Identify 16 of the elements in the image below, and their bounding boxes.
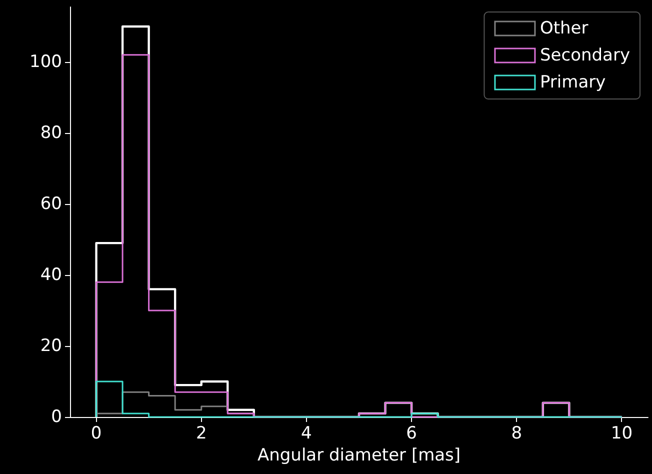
- x-tick-label: 8: [511, 424, 522, 444]
- y-tick-label: 60: [40, 194, 62, 214]
- y-tick-label: 80: [40, 123, 62, 144]
- x-tick-label: 0: [90, 424, 102, 444]
- x-axis-title: Angular diameter [mas]: [257, 446, 461, 466]
- legend-label: Other: [540, 18, 588, 38]
- legend-label: Secondary: [540, 46, 630, 66]
- x-tick-label: 10: [610, 424, 633, 444]
- x-tick-label: 2: [196, 424, 207, 444]
- y-tick-label: 100: [30, 52, 62, 72]
- legend-label: Primary: [540, 72, 606, 92]
- x-tick-label: 6: [406, 424, 417, 444]
- y-tick-label: 40: [40, 265, 62, 286]
- x-tick-label: 4: [301, 424, 312, 444]
- y-tick-label: 20: [40, 336, 62, 356]
- y-tick-label: 0: [51, 407, 62, 427]
